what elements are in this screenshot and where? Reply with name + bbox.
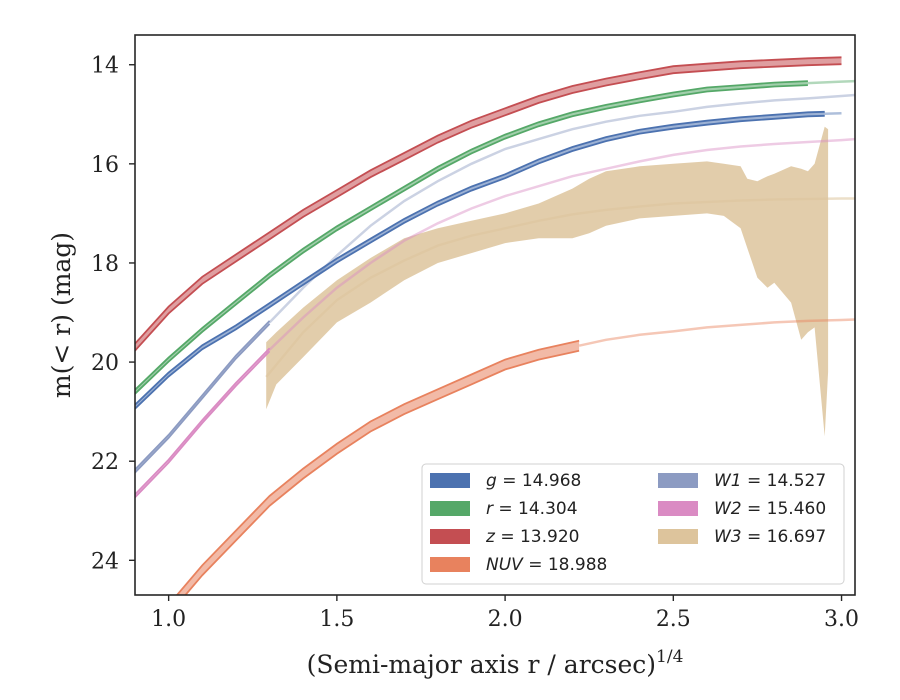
legend-entry-g: g = 14.968 <box>430 471 581 491</box>
series-w3-16-697 <box>265 126 855 437</box>
series-w2-15-460 <box>135 137 855 499</box>
legend-entry-nuv: NUV = 18.988 <box>430 555 607 575</box>
legend-swatch <box>430 473 470 488</box>
series-band <box>266 126 829 437</box>
legend-label: W3 = 16.697 <box>714 527 826 547</box>
legend-swatch <box>658 473 698 488</box>
series-faded-line <box>578 318 855 347</box>
ticks-layer: 1.0 1.5 2.0 2.5 3.0 14 16 18 20 22 24 <box>91 54 859 632</box>
x-tick-label: 2.5 <box>656 607 691 632</box>
x-tick-label: 1.0 <box>151 607 186 632</box>
series-line-lower <box>135 323 271 474</box>
legend-frame <box>421 463 845 585</box>
series-line-lower <box>135 114 825 410</box>
legend: g = 14.968 r = 14.304 z = 13.920 NUV = 18.9… <box>421 463 845 585</box>
plot-frame <box>134 34 856 596</box>
legend-label: W2 = 15.460 <box>714 499 826 519</box>
series-line-lower <box>184 349 580 595</box>
y-axis-label: m(< r) (mag) <box>47 232 76 398</box>
series-line-upper <box>135 56 842 345</box>
legend-entry-w1: W1 = 14.527 <box>658 471 826 491</box>
y-tick-label: 14 <box>91 54 119 79</box>
legend-entry-w2: W2 = 15.460 <box>658 499 826 519</box>
series-faded-line <box>824 112 842 116</box>
series-r-14-304 <box>135 79 855 395</box>
series-line-upper <box>135 110 825 406</box>
y-tick-label: 18 <box>91 252 119 277</box>
series-z-13-920 <box>135 56 842 352</box>
legend-entry-z: z = 13.920 <box>430 527 579 547</box>
x-tick-label: 3.0 <box>824 607 859 632</box>
legend-swatch <box>658 529 698 544</box>
legend-swatch <box>430 501 470 516</box>
x-axis-label: (Semi-major axis r / arcsec)1/4 <box>307 647 684 679</box>
series-line-upper <box>135 320 271 471</box>
series-line-lower <box>135 350 271 499</box>
legend-entry-w3: W3 = 16.697 <box>658 527 826 547</box>
series-line-upper <box>135 80 808 391</box>
legend-swatch <box>658 501 698 516</box>
series-band <box>135 57 842 351</box>
x-tick-label: 2.0 <box>488 607 523 632</box>
series-w1-14-527 <box>135 93 855 474</box>
legend-label: g = 14.968 <box>486 471 581 491</box>
series-line-lower <box>135 63 842 352</box>
legend-swatch <box>430 529 470 544</box>
x-tick-label: 1.5 <box>319 607 354 632</box>
series-faded-line <box>268 137 855 351</box>
series-line-upper <box>175 339 580 595</box>
series-layer <box>135 56 855 595</box>
legend-entry-r: r = 14.304 <box>430 499 578 519</box>
series-faded-line <box>268 93 855 324</box>
series-band <box>135 320 270 473</box>
series-line-upper <box>135 347 271 496</box>
legend-label: W1 = 14.527 <box>714 471 826 491</box>
y-tick-label: 22 <box>91 450 119 475</box>
y-tick-label: 24 <box>91 549 119 574</box>
y-tick-label: 20 <box>91 351 119 376</box>
legend-label: r = 14.304 <box>486 499 578 519</box>
series-nuv-18-988 <box>175 318 855 595</box>
legend-label: z = 13.920 <box>485 527 579 547</box>
legend-label: NUV = 18.988 <box>486 555 607 575</box>
series-g-14-968 <box>135 110 842 410</box>
series-line-lower <box>135 84 808 395</box>
series-faded-line <box>807 79 855 85</box>
y-tick-label: 16 <box>91 153 119 178</box>
legend-swatch <box>430 557 470 572</box>
